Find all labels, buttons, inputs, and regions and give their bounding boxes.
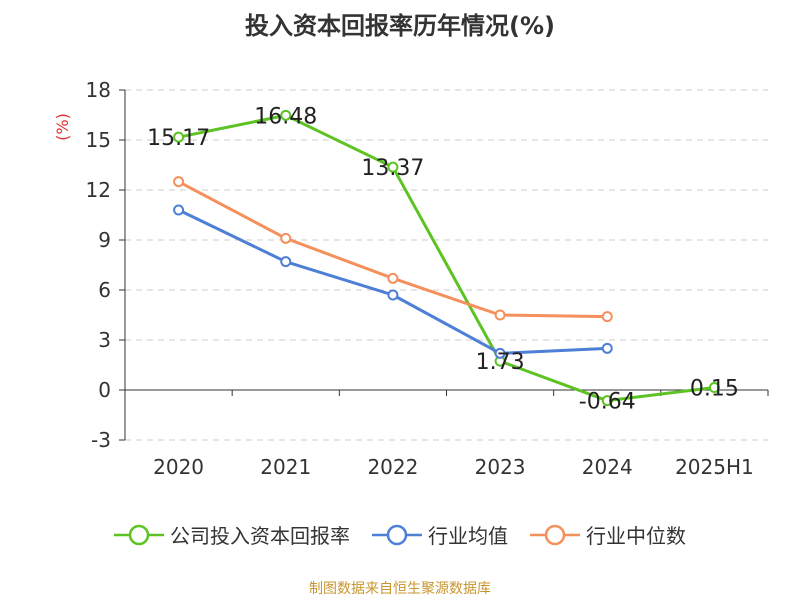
data-point xyxy=(708,382,720,393)
legend-label: 行业均值 xyxy=(428,524,508,548)
data-point xyxy=(494,347,506,359)
x-tick-label: 2025H1 xyxy=(675,455,754,479)
data-point xyxy=(173,204,185,216)
data-point xyxy=(494,309,506,321)
y-tick-label: 15 xyxy=(86,128,111,152)
legend-marker-icon xyxy=(372,524,422,545)
y-tick-label: 6 xyxy=(98,278,111,302)
legend-label: 行业中位数 xyxy=(586,524,686,548)
data-point xyxy=(387,272,399,284)
legend-marker-icon xyxy=(114,524,164,545)
y-tick-label: -3 xyxy=(91,428,111,452)
data-point xyxy=(173,176,185,188)
y-tick-label: 18 xyxy=(86,78,111,102)
series-layer xyxy=(173,109,720,407)
grid-layer xyxy=(125,89,768,441)
data-label-layer: 15.17 16.48 13.37 1.73 -0.64 0.15 xyxy=(147,104,739,414)
chart-title: 投入资本回报率历年情况(%) xyxy=(245,12,555,40)
legend-label: 公司投入资本回报率 xyxy=(170,524,350,548)
legend-item: 行业均值 xyxy=(372,520,508,549)
legend-item: 公司投入资本回报率 xyxy=(114,520,350,549)
x-tick-label: 2023 xyxy=(475,455,526,479)
y-tick-label: 3 xyxy=(98,328,111,352)
data-point xyxy=(387,161,399,173)
data-label: 15.17 xyxy=(147,126,210,151)
y-tick-label: 0 xyxy=(98,378,111,402)
x-tick-label: 2024 xyxy=(582,455,633,479)
legend-circle xyxy=(386,524,408,545)
x-tick-label: 2021 xyxy=(260,455,311,479)
y-axis-label: (%) xyxy=(53,113,72,141)
data-label: 0.15 xyxy=(690,377,739,402)
data-point xyxy=(280,109,292,121)
data-label: 1.73 xyxy=(476,350,525,375)
axis-layer: -3 0 3 6 9 12 15 18 2020 2021 2022 2023 2024 2025H1 (%… xyxy=(53,78,769,479)
legend-circle xyxy=(544,524,566,545)
legend-marker-icon xyxy=(530,524,580,545)
source-note: 制图数据来自恒生聚源数据库 xyxy=(309,581,491,597)
legend-circle xyxy=(128,524,150,545)
legend: 公司投入资本回报率 行业均值 行业中位数 xyxy=(0,520,800,549)
data-point xyxy=(280,256,292,268)
data-label: 16.48 xyxy=(254,104,317,129)
legend-item: 行业中位数 xyxy=(530,520,686,549)
y-tick-label: 12 xyxy=(86,178,111,202)
data-point xyxy=(387,289,399,301)
data-point xyxy=(173,131,185,143)
data-label: 13.37 xyxy=(361,156,424,181)
data-point xyxy=(280,232,292,244)
data-point xyxy=(601,311,613,323)
data-label: -0.64 xyxy=(579,390,636,415)
series-line xyxy=(178,113,715,403)
y-tick-label: 9 xyxy=(98,228,111,252)
x-tick-label: 2020 xyxy=(153,455,204,479)
data-point xyxy=(601,342,613,354)
data-point xyxy=(601,395,613,407)
x-tick-label: 2022 xyxy=(367,455,418,479)
